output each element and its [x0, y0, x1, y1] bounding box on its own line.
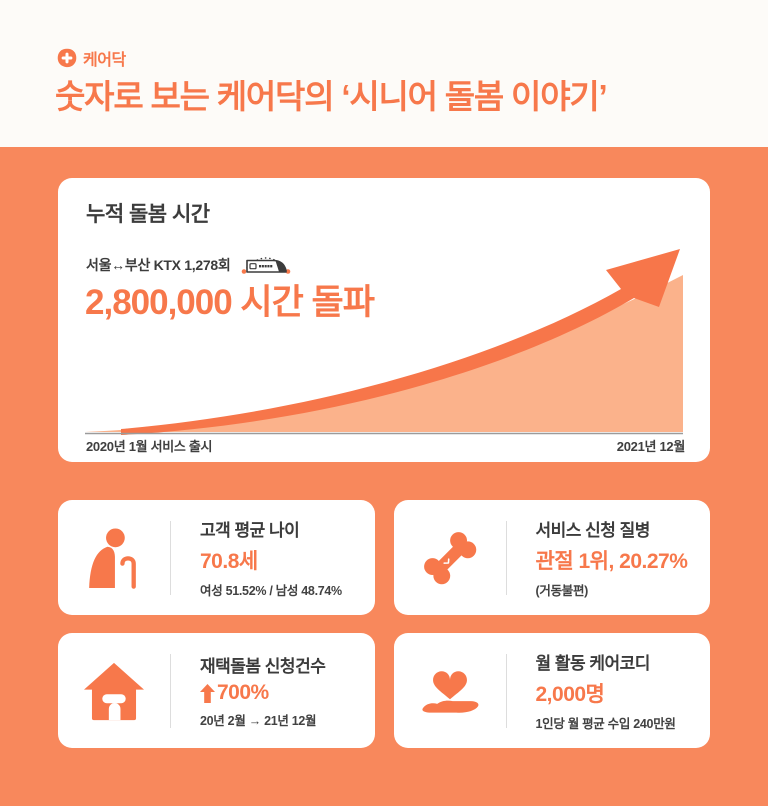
heart-in-hand-icon — [421, 670, 478, 713]
house-icon — [84, 662, 144, 720]
stat-value: 700% — [200, 681, 325, 705]
stat-sub: 20년 2월 → 21년 12월 — [200, 714, 317, 728]
ktx-comparison-text: 서울↔부산 KTX 1,278회 — [86, 257, 231, 273]
ktx-train-icon — [242, 257, 291, 274]
icon-wrap — [394, 527, 506, 589]
x-axis-labels: 2020년 1월 서비스 출시 2021년 12월 — [86, 436, 685, 455]
orange-panel: 누적 돌봄 시간 서울↔부산 KTX 1,278회 2,800,000 시간 돌… — [0, 147, 768, 806]
header: 케어닥 숫자로 보는 케어닥의 ‘시니어 돌봄 이야기’ — [0, 0, 768, 147]
stat-value: 2,000명 — [536, 678, 676, 708]
elderly-person-icon — [89, 527, 136, 589]
stat-card-care-coordinators: 월 활동 케어코디 2,000명 1인당 월 평균 수입 240만원 — [393, 633, 710, 748]
icon-wrap — [58, 526, 170, 590]
headline-number: 2,800,000 시간 돌파 — [85, 283, 375, 322]
stat-value-text: 70.8세 — [200, 550, 258, 573]
caredoc-logo-icon — [57, 48, 77, 68]
icon-wrap — [394, 661, 506, 721]
divider — [170, 653, 171, 728]
stat-sub: (거동불편) — [535, 584, 589, 598]
stat-text: 재택돌봄 신청건수 700% 20년 2월 → 21년 12월 — [171, 652, 326, 729]
page-title: 숫자로 보는 케어닥의 ‘시니어 돌봄 이야기’ — [55, 78, 608, 115]
stat-text: 서비스 신청 질병 관절 1위, 20.27% (거동불편) — [507, 516, 688, 599]
stat-sub: 1인당 월 평균 수입 240만원 — [535, 717, 676, 731]
up-arrow-icon — [200, 683, 215, 703]
divider — [505, 653, 507, 728]
stat-value: 70.8세 — [200, 545, 342, 575]
brand: 케어닥 — [57, 46, 126, 70]
stats-grid: 고객 평균 나이 70.8세 여성 51.52% / 남성 48.74% — [58, 500, 710, 748]
stat-text: 고객 평균 나이 70.8세 여성 51.52% / 남성 48.74% — [171, 516, 342, 599]
stat-value: 관절 1위, 20.27% — [536, 545, 688, 575]
stat-value-text: 관절 1위, 20.27% — [535, 550, 688, 573]
stat-card-disease: 서비스 신청 질병 관절 1위, 20.27% (거동불편) — [393, 500, 710, 615]
stat-value-text: 2,000명 — [535, 683, 605, 706]
stat-label: 서비스 신청 질병 — [535, 521, 651, 540]
divider — [505, 520, 507, 595]
chart-title: 누적 돌봄 시간 — [86, 203, 210, 226]
bone-icon — [423, 531, 476, 584]
brand-name: 케어닥 — [83, 52, 126, 69]
stat-label: 월 활동 케어코디 — [535, 654, 651, 673]
x-axis-end-label: 2021년 12월 — [616, 439, 686, 454]
stat-card-home-care-requests: 재택돌봄 신청건수 700% 20년 2월 → 21년 12월 — [58, 633, 375, 748]
stat-card-average-age: 고객 평균 나이 70.8세 여성 51.52% / 남성 48.74% — [58, 500, 375, 615]
growth-area-chart — [85, 249, 683, 435]
stat-label: 재택돌봄 신청건수 — [200, 657, 326, 676]
ktx-comparison-row: 서울↔부산 KTX 1,278회 — [86, 248, 293, 278]
stat-label: 고객 평균 나이 — [200, 521, 300, 540]
cumulative-care-time-card: 누적 돌봄 시간 서울↔부산 KTX 1,278회 2,800,000 시간 돌… — [58, 178, 710, 462]
divider — [170, 520, 171, 595]
stat-sub: 여성 51.52% / 남성 48.74% — [200, 584, 342, 598]
stat-text: 월 활동 케어코디 2,000명 1인당 월 평균 수입 240만원 — [507, 649, 676, 732]
stat-value-text: 700% — [217, 681, 269, 704]
icon-wrap — [58, 661, 170, 721]
x-axis-start-label: 2020년 1월 서비스 출시 — [86, 439, 213, 454]
